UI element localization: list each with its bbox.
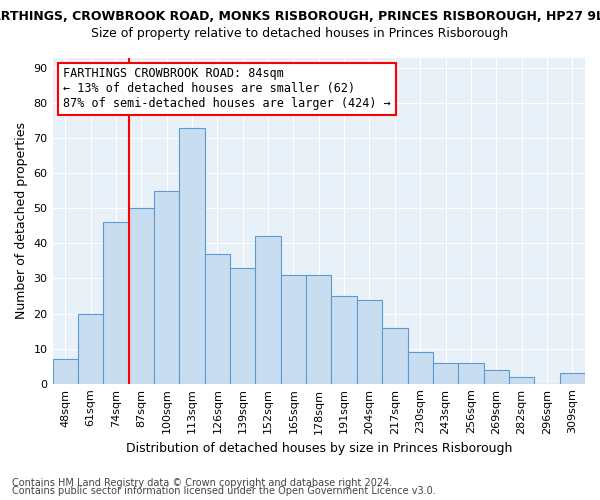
Bar bbox=[179, 128, 205, 384]
Bar bbox=[560, 373, 585, 384]
Bar bbox=[230, 268, 256, 384]
Bar bbox=[154, 191, 179, 384]
Bar bbox=[53, 359, 78, 384]
X-axis label: Distribution of detached houses by size in Princes Risborough: Distribution of detached houses by size … bbox=[125, 442, 512, 455]
Bar bbox=[103, 222, 128, 384]
Text: Contains HM Land Registry data © Crown copyright and database right 2024.: Contains HM Land Registry data © Crown c… bbox=[12, 478, 392, 488]
Bar bbox=[407, 352, 433, 384]
Bar bbox=[484, 370, 509, 384]
Bar bbox=[205, 254, 230, 384]
Bar bbox=[509, 376, 534, 384]
Text: FARTHINGS CROWBROOK ROAD: 84sqm
← 13% of detached houses are smaller (62)
87% of: FARTHINGS CROWBROOK ROAD: 84sqm ← 13% of… bbox=[63, 68, 391, 110]
Text: FARTHINGS, CROWBROOK ROAD, MONKS RISBOROUGH, PRINCES RISBOROUGH, HP27 9LW: FARTHINGS, CROWBROOK ROAD, MONKS RISBORO… bbox=[0, 10, 600, 23]
Y-axis label: Number of detached properties: Number of detached properties bbox=[15, 122, 28, 319]
Bar bbox=[78, 314, 103, 384]
Bar bbox=[357, 300, 382, 384]
Text: Size of property relative to detached houses in Princes Risborough: Size of property relative to detached ho… bbox=[91, 28, 509, 40]
Bar bbox=[331, 296, 357, 384]
Bar bbox=[256, 236, 281, 384]
Bar bbox=[458, 362, 484, 384]
Bar bbox=[306, 275, 331, 384]
Bar bbox=[382, 328, 407, 384]
Text: Contains public sector information licensed under the Open Government Licence v3: Contains public sector information licen… bbox=[12, 486, 436, 496]
Bar bbox=[433, 362, 458, 384]
Bar bbox=[281, 275, 306, 384]
Bar bbox=[128, 208, 154, 384]
